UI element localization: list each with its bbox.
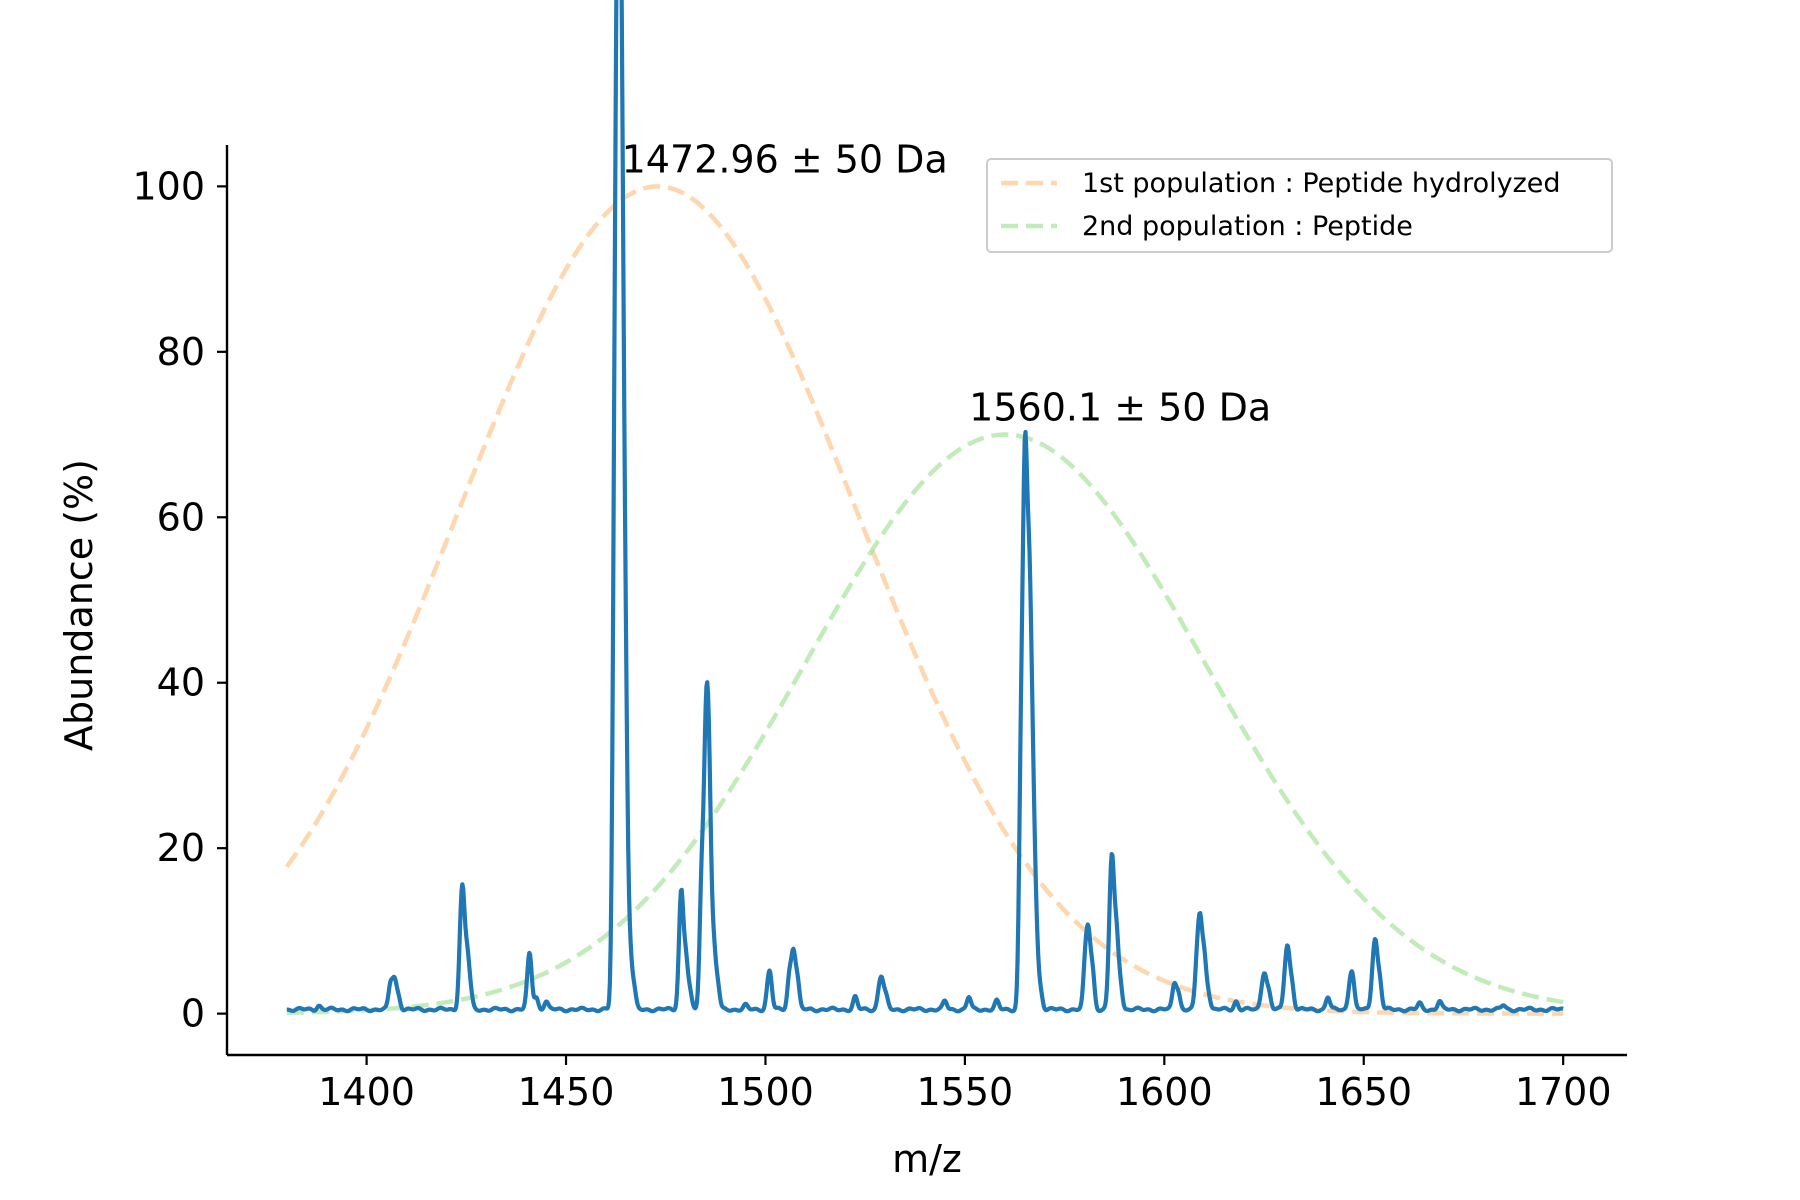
x-tick-label: 1650 [1315,1070,1412,1114]
spectrum-line [285,0,1565,1014]
x-axis-ticks: 1400 1450 1500 1550 1600 1650 1700 [318,1055,1612,1114]
x-tick-label: 1600 [1116,1070,1213,1114]
legend: 1st population : Peptide hydrolyzed 2nd p… [986,158,1613,253]
y-tick-label: 40 [157,661,205,705]
x-axis-label: m/z [892,1137,962,1181]
curves-layer [285,0,1565,1016]
x-tick-label: 1400 [318,1070,415,1114]
axes-layer: 1400 1450 1500 1550 1600 1650 1700 0 20 40 60 80 10… [57,145,1627,1181]
x-tick-label: 1450 [518,1070,615,1114]
x-tick-label: 1700 [1515,1070,1612,1114]
legend-items: 1st population : Peptide hydrolyzed 2nd p… [1001,168,1561,242]
y-tick-label: 100 [132,164,205,208]
x-tick-label: 1550 [917,1070,1014,1114]
series-1st-population-curve [285,184,1564,1016]
series-2nd-population-curve [286,432,1564,1015]
annotations-layer: 1472.96 ± 50 Da 1560.1 ± 50 Da [622,137,1272,429]
legend-box [986,158,1613,253]
y-tick-label: 60 [157,495,205,539]
y-tick-label: 20 [157,826,205,870]
legend-label: 2nd population : Peptide [1082,211,1413,242]
x-tick-label: 1500 [717,1070,814,1114]
y-axis-label: Abundance (%) [57,459,101,751]
legend-label: 1st population : Peptide hydrolyzed [1082,168,1561,199]
y-tick-label: 80 [157,330,205,374]
y-tick-label: 0 [181,992,205,1036]
peak-annotation-2nd: 1560.1 ± 50 Da [969,386,1271,430]
y-axis-ticks: 0 20 40 60 80 100 [132,164,227,1036]
peak-annotation-1st: 1472.96 ± 50 Da [622,137,948,181]
